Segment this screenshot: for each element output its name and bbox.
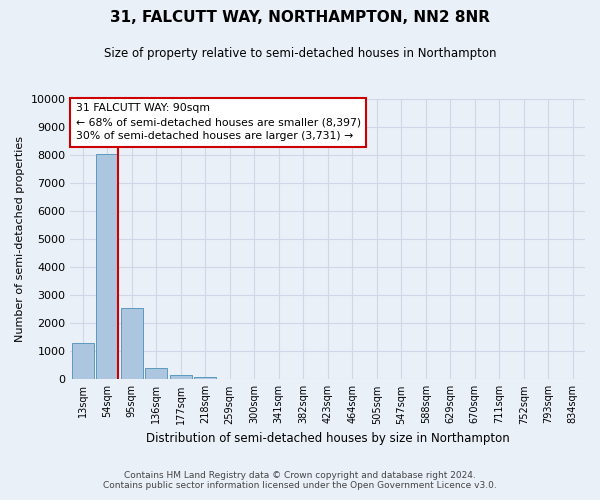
Bar	[96, 154, 118, 380]
Text: 31 FALCUTT WAY: 90sqm
← 68% of semi-detached houses are smaller (8,397)
30% of s: 31 FALCUTT WAY: 90sqm ← 68% of semi-deta…	[76, 103, 361, 141]
Bar	[170, 375, 192, 380]
Y-axis label: Number of semi-detached properties: Number of semi-detached properties	[15, 136, 25, 342]
Bar	[194, 376, 216, 380]
X-axis label: Distribution of semi-detached houses by size in Northampton: Distribution of semi-detached houses by …	[146, 432, 509, 445]
Bar	[71, 343, 94, 380]
Text: Size of property relative to semi-detached houses in Northampton: Size of property relative to semi-detach…	[104, 48, 496, 60]
Bar	[145, 368, 167, 380]
Bar	[121, 308, 143, 380]
Text: 31, FALCUTT WAY, NORTHAMPTON, NN2 8NR: 31, FALCUTT WAY, NORTHAMPTON, NN2 8NR	[110, 10, 490, 25]
Text: Contains HM Land Registry data © Crown copyright and database right 2024.
Contai: Contains HM Land Registry data © Crown c…	[103, 470, 497, 490]
